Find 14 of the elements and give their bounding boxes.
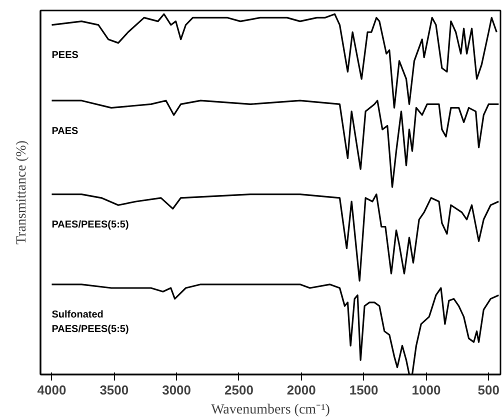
x-tick-label: 3500	[100, 382, 129, 398]
text: PAES	[52, 126, 79, 137]
x-tick-label: 2500	[224, 382, 254, 398]
series-label: PAES/PEES(5:5)	[52, 220, 129, 231]
text: Sulfonated PAES/PEES(5:5)	[52, 310, 129, 335]
y-axis-title: Transmittance (%)	[14, 140, 30, 245]
x-axis-title: Wavenumbers (cm⁻¹)	[211, 402, 330, 418]
x-tick-label: 500	[478, 382, 500, 398]
x-tick-label: 2000	[286, 382, 316, 398]
x-tick-label: 1000	[412, 382, 441, 398]
x-tick-label: 4000	[37, 382, 66, 398]
x-tick-label: 3000	[162, 382, 192, 398]
x-tick-label: 1500	[349, 382, 378, 398]
text: PEES	[52, 50, 79, 62]
